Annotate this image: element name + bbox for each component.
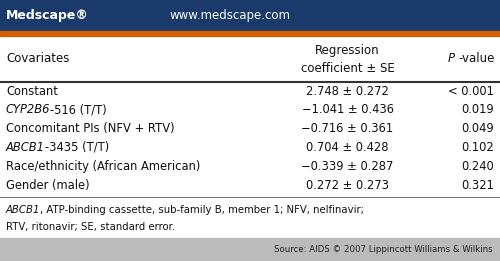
Text: , ATP-binding cassette, sub-family B, member 1; NFV, nelfinavir;: , ATP-binding cassette, sub-family B, me… <box>40 205 364 216</box>
Text: Gender (male): Gender (male) <box>6 179 89 192</box>
Text: Regression: Regression <box>315 44 380 57</box>
Text: −0.339 ± 0.287: −0.339 ± 0.287 <box>302 160 394 173</box>
Text: 2.748 ± 0.272: 2.748 ± 0.272 <box>306 85 389 98</box>
Text: Constant: Constant <box>6 85 58 98</box>
Text: coefficient ± SE: coefficient ± SE <box>300 62 394 75</box>
Text: P: P <box>448 52 454 65</box>
Text: < 0.001: < 0.001 <box>448 85 494 98</box>
Text: 0.704 ± 0.428: 0.704 ± 0.428 <box>306 141 389 154</box>
Text: 0.272 ± 0.273: 0.272 ± 0.273 <box>306 179 389 192</box>
Text: www.medscape.com: www.medscape.com <box>170 9 290 22</box>
Text: Source: AIDS © 2007 Lippincott Williams & Wilkins: Source: AIDS © 2007 Lippincott Williams … <box>274 245 492 254</box>
Text: 0.019: 0.019 <box>462 103 494 116</box>
Text: RTV, ritonavir; SE, standard error.: RTV, ritonavir; SE, standard error. <box>6 222 175 233</box>
Text: -value: -value <box>458 52 495 65</box>
Text: Medscape®: Medscape® <box>6 9 89 22</box>
Text: 0.102: 0.102 <box>461 141 494 154</box>
Text: ABCB1: ABCB1 <box>6 205 40 216</box>
Text: Covariates: Covariates <box>6 52 70 65</box>
Text: −1.041 ± 0.436: −1.041 ± 0.436 <box>302 103 394 116</box>
Text: Race/ethnicity (African American): Race/ethnicity (African American) <box>6 160 200 173</box>
Text: 0.240: 0.240 <box>461 160 494 173</box>
Text: -3435 (T/T): -3435 (T/T) <box>45 141 109 154</box>
Text: Concomitant PIs (NFV + RTV): Concomitant PIs (NFV + RTV) <box>6 122 174 135</box>
Text: 0.049: 0.049 <box>462 122 494 135</box>
Text: CYP2B6: CYP2B6 <box>6 103 51 116</box>
Bar <box>0 0 500 31</box>
Bar <box>0 238 500 261</box>
Bar <box>0 31 500 36</box>
Text: -516 (T/T): -516 (T/T) <box>50 103 107 116</box>
Text: 0.321: 0.321 <box>461 179 494 192</box>
Text: ABCB1: ABCB1 <box>6 141 45 154</box>
Text: −0.716 ± 0.361: −0.716 ± 0.361 <box>302 122 394 135</box>
